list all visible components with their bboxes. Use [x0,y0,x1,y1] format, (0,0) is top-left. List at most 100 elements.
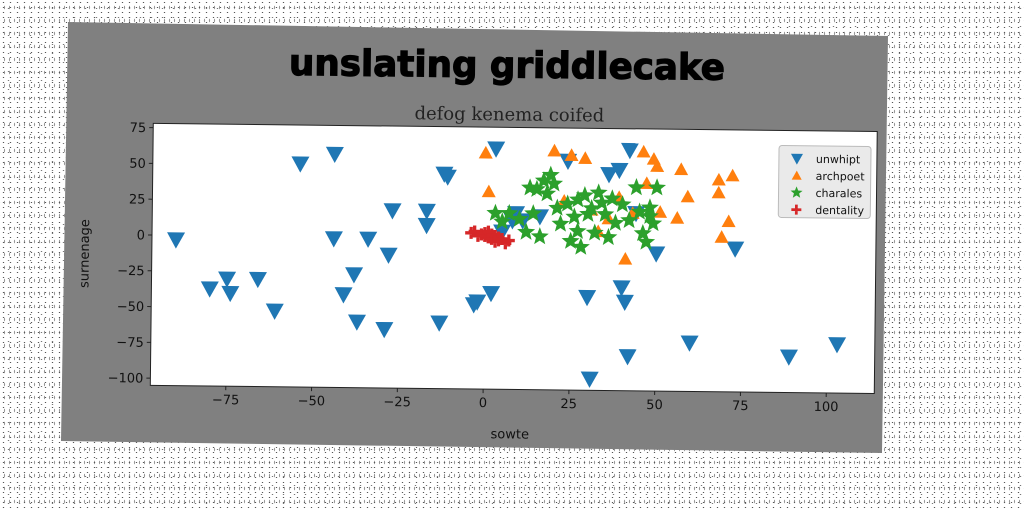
charales-point [486,203,505,221]
unwhipt-point [779,349,798,366]
charales-point [568,221,587,239]
unwhipt-point [345,267,364,284]
unwhipt-point [621,142,640,160]
unwhipt-point [438,169,457,186]
charales-point [648,178,667,196]
y-tick-label: −100 [108,371,144,386]
unwhipt-point [578,289,597,307]
unwhipt-point [334,287,353,304]
unwhipt-point [468,294,487,311]
charales-point [510,209,529,227]
charales-point [633,224,652,242]
x-tick-label: −25 [383,395,411,410]
dentality-point [489,235,502,248]
unwhipt-point [417,203,436,220]
charales-point [568,190,587,208]
unwhipt-point [618,349,637,366]
archpoet-point [547,143,562,157]
archpoet-point [481,184,496,198]
legend-label-charales: charales [815,187,862,201]
unwhipt-point [610,162,629,180]
charales-point [500,203,519,221]
charales-point [599,227,618,246]
unwhipt-point [612,280,631,297]
archpoet-point [674,162,689,176]
legend-label-archpoet: archpoet [816,170,866,184]
charales-point [585,223,604,241]
x-tick-label: 100 [814,400,839,415]
archpoet-point [670,211,685,224]
archpoet-point [725,168,740,182]
charales-point [606,213,625,231]
charales-point [558,194,577,212]
unwhipt-point [680,335,699,352]
archpoet-point [578,151,593,164]
archpoet-point [680,189,695,203]
unwhipt-point [221,285,240,303]
charales-point [627,178,646,196]
y-tick-label: 75 [130,121,147,136]
legend-marker-dentality [791,204,802,215]
dentality-point [502,234,515,247]
y-tick-label: 0 [137,228,145,243]
unwhipt-point [726,241,745,258]
archpoet-point [618,251,633,265]
unwhipt-point [482,285,501,303]
charales-point [640,198,659,216]
y-tick-label: 25 [129,192,146,207]
charales-point [613,195,632,213]
y-tick-label: −50 [117,300,145,315]
charales-point [589,183,608,201]
x-axis-label: sowte [490,427,529,442]
unwhipt-point [383,203,402,220]
unwhipt-point [487,141,506,158]
charales-point [592,193,611,211]
y-tick-label: −25 [117,264,145,279]
unwhipt-point [325,146,344,164]
charales-point [644,214,663,232]
legend-label-dentality: dentality [815,204,864,218]
y-axis-label: surnenage [77,219,93,288]
archpoet-point [478,145,493,159]
unwhipt-point [167,232,186,249]
charales-point [538,184,557,202]
charales-point [527,179,546,197]
chart-subtitle: defog kenema coifed [414,103,604,126]
unwhipt-point [375,321,394,339]
series-dentality [465,225,515,250]
unwhipt-point [417,217,436,235]
x-axis: −75 −50 −25 0 25 50 75 100 [212,386,839,415]
dentality-point [482,225,495,238]
charales-point [493,212,512,230]
legend-label-unwhipt: unwhipt [816,153,861,167]
archpoet-point [714,230,729,243]
charales-point [630,202,649,220]
legend-marker-charales [790,186,803,198]
unwhipt-point [828,337,847,354]
charales-point [575,186,594,204]
unwhipt-point [647,246,666,263]
charales-point [551,214,570,232]
x-tick-label: 75 [732,399,749,414]
x-tick-label: −50 [298,394,326,409]
unwhipt-point [600,167,619,184]
y-tick-label: −75 [116,335,144,350]
x-tick-label: 50 [646,398,663,413]
charales-point [620,210,639,229]
x-tick-label: 25 [560,397,577,412]
dentality-point [471,229,485,242]
unwhipt-point [430,315,449,332]
charales-point [571,237,590,255]
archpoet-point [650,159,665,172]
x-tick-label: −75 [212,393,240,408]
charales-point [637,232,656,250]
legend-marker-unwhipt [790,153,803,165]
chart-body: unslating griddlecake defog kenema coife… [77,42,878,443]
unwhipt-point [265,303,284,320]
charales-point [524,204,543,222]
charales-point [640,206,659,225]
archpoet-point [711,185,726,199]
unwhipt-point [580,371,599,388]
